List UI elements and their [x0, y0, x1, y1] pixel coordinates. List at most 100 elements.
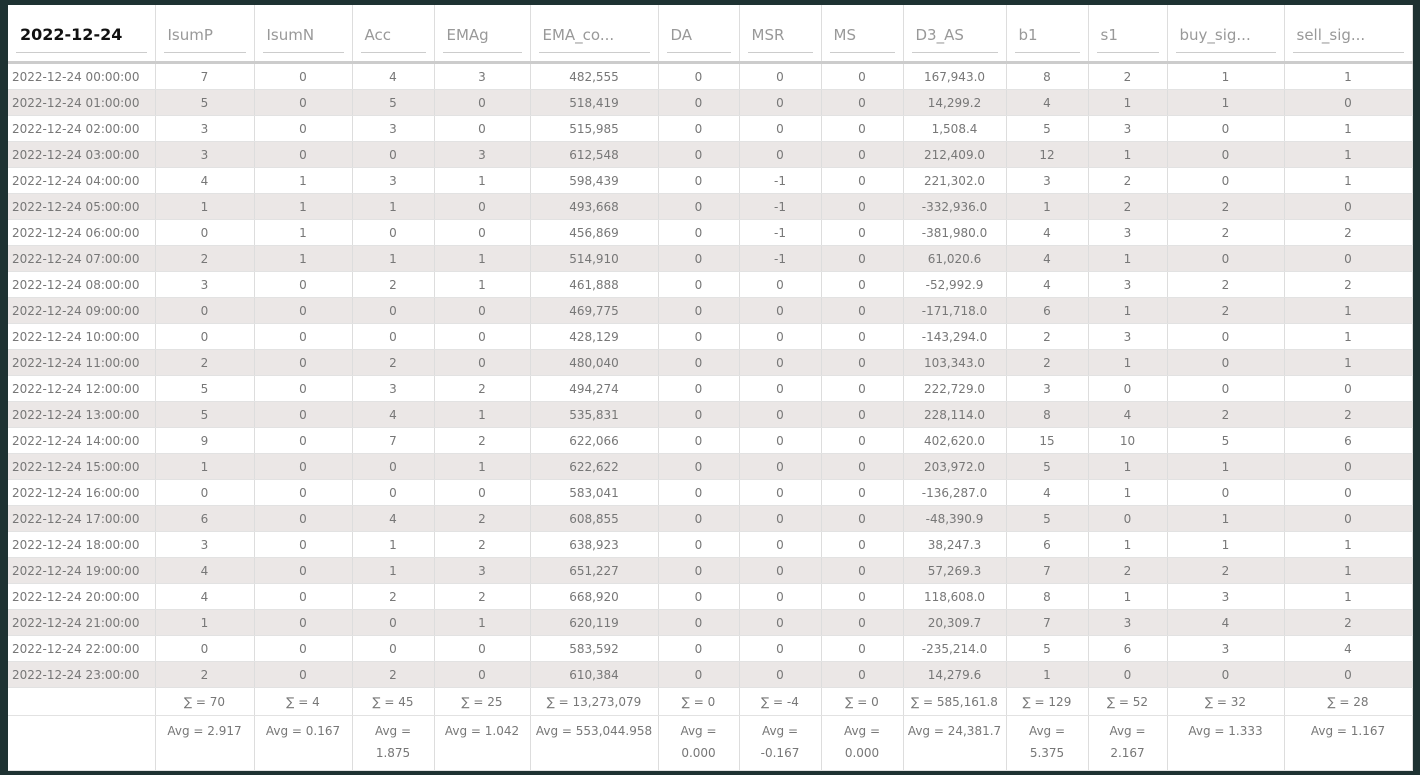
- average-cell: Avg = 0.000: [821, 715, 904, 771]
- table-cell: 0: [1167, 245, 1285, 272]
- table-row[interactable]: 2022-12-24 20:00:00 4 0 2 2 668,920 0 0 0 118,608…: [8, 583, 1413, 610]
- table-cell: 0: [658, 89, 740, 116]
- column-header[interactable]: IsumP: [155, 5, 255, 64]
- table-cell: 0: [658, 427, 740, 454]
- table-cell: 0: [155, 479, 255, 506]
- table-cell: 5: [155, 89, 255, 116]
- table-cell: 1: [1088, 349, 1168, 376]
- table-cell: 1: [434, 401, 531, 428]
- table-cell: 0: [434, 479, 531, 506]
- row-timestamp: 2022-12-24 19:00:00: [8, 557, 156, 584]
- table-cell: 1: [434, 453, 531, 480]
- table-cell: 2: [352, 271, 435, 298]
- column-header[interactable]: EMA_co...: [530, 5, 659, 64]
- table-cell: 0: [254, 349, 353, 376]
- column-header-label: s1: [1096, 26, 1159, 53]
- table-cell: 6: [1284, 427, 1413, 454]
- table-cell: 0: [1284, 505, 1413, 532]
- average-cell: Avg = -0.167: [739, 715, 822, 771]
- table-cell: 1: [1088, 583, 1168, 610]
- table-cell: 3: [434, 557, 531, 584]
- column-header[interactable]: 2022-12-24: [8, 5, 156, 64]
- table-row[interactable]: 2022-12-24 13:00:00 5 0 4 1 535,831 0 0 0 228,114…: [8, 401, 1413, 428]
- table-cell: 4: [352, 505, 435, 532]
- table-row[interactable]: 2022-12-24 12:00:00 5 0 3 2 494,274 0 0 0 222,729…: [8, 375, 1413, 402]
- table-row[interactable]: 2022-12-24 06:00:00 0 1 0 0 456,869 0 -1 0 -381,9…: [8, 219, 1413, 246]
- sum-cell: ∑ = 4: [254, 687, 353, 716]
- average-cell: Avg = 2.917: [155, 715, 255, 771]
- table-row[interactable]: 2022-12-24 22:00:00 0 0 0 0 583,592 0 0 0 -235,21…: [8, 635, 1413, 662]
- sum-cell: ∑ = 45: [352, 687, 435, 716]
- table-row[interactable]: 2022-12-24 15:00:00 1 0 0 1 622,622 0 0 0 203,972…: [8, 453, 1413, 480]
- table-cell: 1: [1284, 531, 1413, 558]
- average-cell: Avg = 2.167: [1088, 715, 1168, 771]
- column-header-label: IsumP: [163, 26, 246, 53]
- table-cell: 0: [739, 453, 822, 480]
- average-cell: Avg = 1.875: [352, 715, 435, 771]
- table-cell: 5: [1006, 635, 1089, 662]
- table-cell: 103,343.0: [903, 349, 1007, 376]
- table-cell: 1: [1284, 141, 1413, 168]
- table-cell: 1: [254, 219, 353, 246]
- table-cell: 0: [658, 453, 740, 480]
- column-header[interactable]: IsumN: [254, 5, 353, 64]
- table-cell: 212,409.0: [903, 141, 1007, 168]
- column-header[interactable]: Acc: [352, 5, 435, 64]
- table-cell: 2: [1284, 401, 1413, 428]
- table-cell: 0: [739, 635, 822, 662]
- average-cell: Avg = 1.333: [1167, 715, 1285, 771]
- table-cell: 0: [352, 141, 435, 168]
- table-row[interactable]: 2022-12-24 03:00:00 3 0 0 3 612,548 0 0 0 212,409…: [8, 141, 1413, 168]
- table-row[interactable]: 2022-12-24 02:00:00 3 0 3 0 515,985 0 0 0 1,508.4…: [8, 115, 1413, 142]
- table-cell: 1: [352, 193, 435, 220]
- table-row[interactable]: 2022-12-24 07:00:00 2 1 1 1 514,910 0 -1 0 61,020…: [8, 245, 1413, 272]
- table-cell: 0: [254, 453, 353, 480]
- table-cell: 535,831: [530, 401, 659, 428]
- table-row[interactable]: 2022-12-24 01:00:00 5 0 5 0 518,419 0 0 0 14,299.…: [8, 89, 1413, 116]
- column-header[interactable]: MSR: [739, 5, 822, 64]
- table-cell: 1: [1088, 531, 1168, 558]
- sum-cell: ∑ = 70: [155, 687, 255, 716]
- table-cell: 0: [155, 297, 255, 324]
- table-row[interactable]: 2022-12-24 17:00:00 6 0 4 2 608,855 0 0 0 -48,390…: [8, 505, 1413, 532]
- row-timestamp: 2022-12-24 12:00:00: [8, 375, 156, 402]
- table-cell: -171,718.0: [903, 297, 1007, 324]
- table-cell: 1: [1167, 62, 1285, 90]
- table-row[interactable]: 2022-12-24 04:00:00 4 1 3 1 598,439 0 -1 0 221,30…: [8, 167, 1413, 194]
- table-cell: 0: [658, 323, 740, 350]
- table-row[interactable]: 2022-12-24 11:00:00 2 0 2 0 480,040 0 0 0 103,343…: [8, 349, 1413, 376]
- table-row[interactable]: 2022-12-24 09:00:00 0 0 0 0 469,775 0 0 0 -171,71…: [8, 297, 1413, 324]
- table-row[interactable]: 2022-12-24 23:00:00 2 0 2 0 610,384 0 0 0 14,279.…: [8, 661, 1413, 688]
- table-row[interactable]: 2022-12-24 10:00:00 0 0 0 0 428,129 0 0 0 -143,29…: [8, 323, 1413, 350]
- column-header[interactable]: s1: [1088, 5, 1168, 64]
- table-row[interactable]: 2022-12-24 19:00:00 4 0 1 3 651,227 0 0 0 57,269.…: [8, 557, 1413, 584]
- table-row[interactable]: 2022-12-24 21:00:00 1 0 0 1 620,119 0 0 0 20,309.…: [8, 609, 1413, 636]
- column-header[interactable]: sell_sig...: [1284, 5, 1413, 64]
- table-row[interactable]: 2022-12-24 00:00:00 7 0 4 3 482,555 0 0 0 167,943…: [8, 62, 1413, 90]
- column-header[interactable]: MS: [821, 5, 904, 64]
- column-header-label: MS: [829, 26, 895, 53]
- table-cell: -332,936.0: [903, 193, 1007, 220]
- column-header[interactable]: DA: [658, 5, 740, 64]
- table-cell: 0: [434, 635, 531, 662]
- table-cell: 0: [658, 531, 740, 558]
- column-header[interactable]: b1: [1006, 5, 1089, 64]
- table-cell: 0: [739, 141, 822, 168]
- table-row[interactable]: 2022-12-24 18:00:00 3 0 1 2 638,923 0 0 0 38,247.…: [8, 531, 1413, 558]
- table-cell: 0: [658, 557, 740, 584]
- table-cell: 3: [1088, 271, 1168, 298]
- table-cell: -1: [739, 167, 822, 194]
- table-cell: 0: [739, 89, 822, 116]
- table-cell: 2: [1284, 271, 1413, 298]
- table-cell: 1: [1006, 193, 1089, 220]
- column-header[interactable]: EMAg: [434, 5, 531, 64]
- table-row[interactable]: 2022-12-24 14:00:00 9 0 7 2 622,066 0 0 0 402,620…: [8, 427, 1413, 454]
- table-row[interactable]: 2022-12-24 16:00:00 0 0 0 0 583,041 0 0 0 -136,28…: [8, 479, 1413, 506]
- column-header[interactable]: buy_sig...: [1167, 5, 1285, 64]
- table-cell: 0: [658, 62, 740, 90]
- column-header[interactable]: D3_AS: [903, 5, 1007, 64]
- table-row[interactable]: 2022-12-24 05:00:00 1 1 1 0 493,668 0 -1 0 -332,9…: [8, 193, 1413, 220]
- table-row[interactable]: 2022-12-24 08:00:00 3 0 2 1 461,888 0 0 0 -52,992…: [8, 271, 1413, 298]
- table-cell: 0: [821, 167, 904, 194]
- table-cell: 2: [352, 661, 435, 688]
